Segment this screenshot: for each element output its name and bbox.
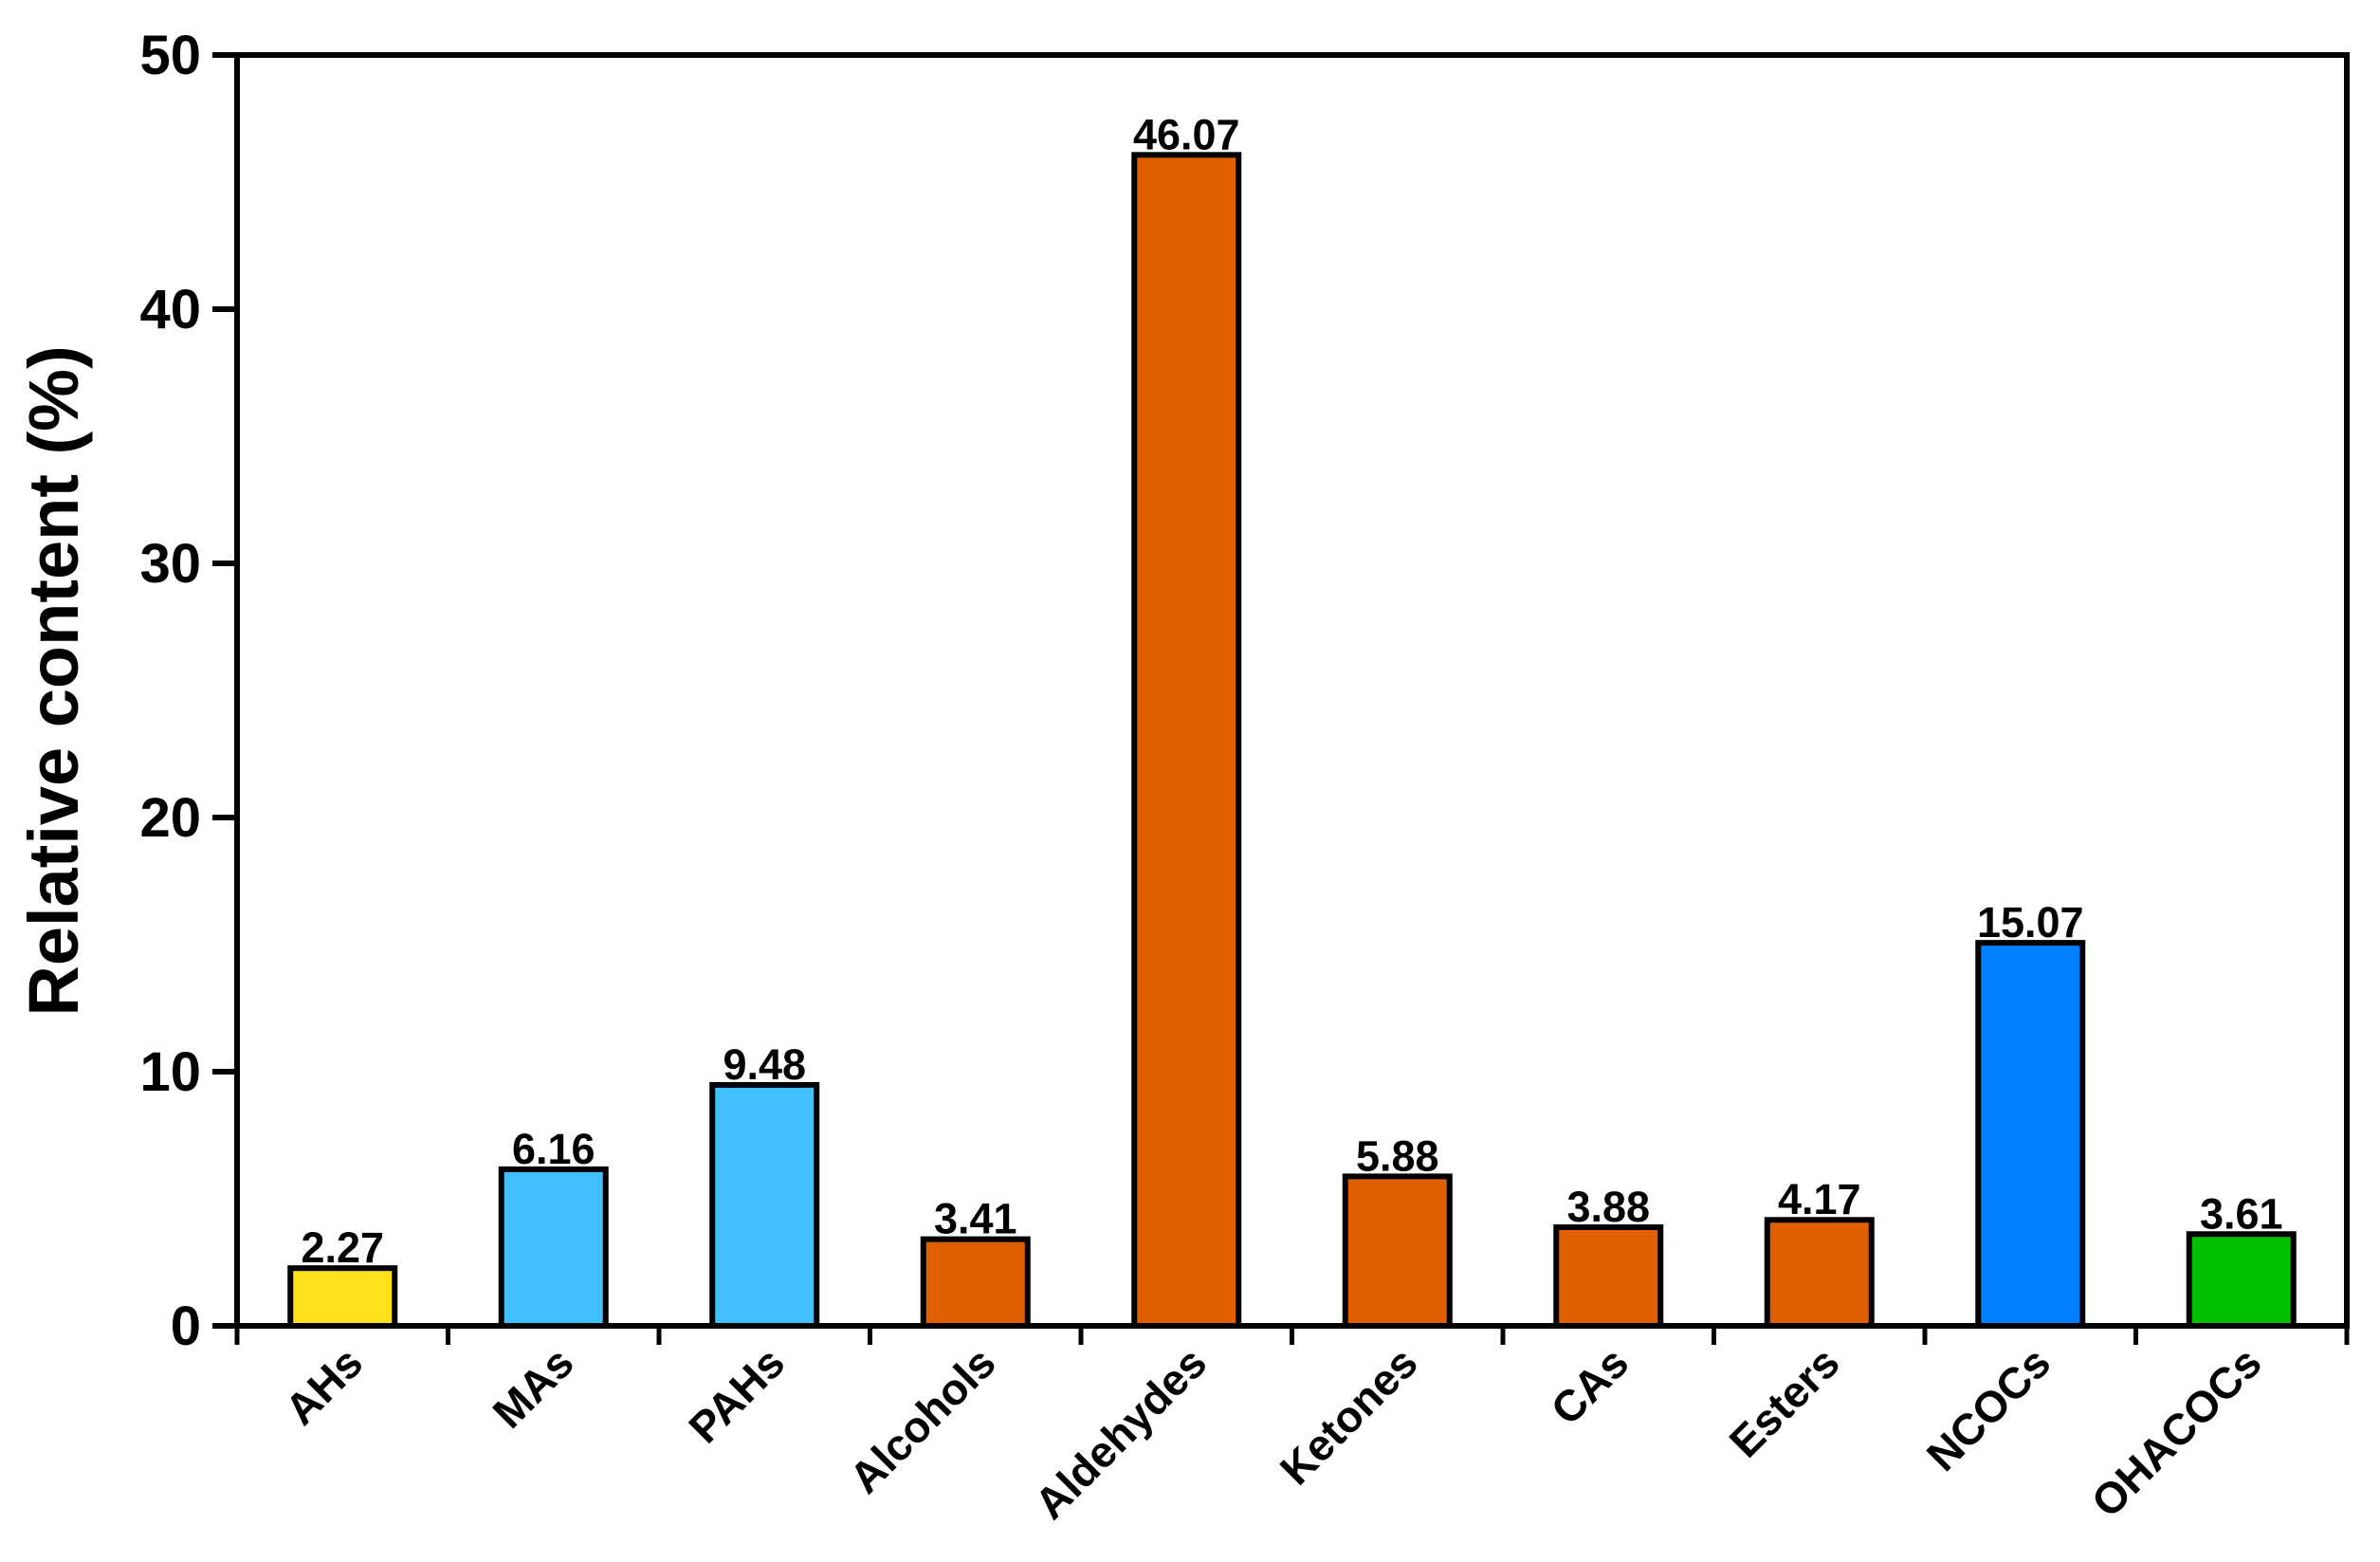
x-tick-label-ahs: AHs: [275, 1337, 372, 1434]
data-label-pahs: 9.48: [723, 1040, 806, 1089]
bar-cas: [1553, 1224, 1664, 1329]
y-tick-label: 50: [139, 25, 201, 86]
x-tick-label-mas: MAs: [483, 1337, 582, 1437]
data-label-esters: 4.17: [1778, 1175, 1861, 1223]
y-tick-label: 20: [139, 787, 201, 849]
data-label-ketones: 5.88: [1356, 1131, 1439, 1180]
y-tick-label: 0: [171, 1296, 201, 1357]
bar-alcohols: [920, 1236, 1031, 1330]
x-tick-label-esters: Esters: [1720, 1337, 1849, 1466]
x-tick-label-alcohols: Alcohols: [840, 1337, 1005, 1502]
y-tick-label: 10: [139, 1041, 201, 1103]
bar-ncocs: [1975, 940, 2086, 1330]
bar-ahs: [287, 1265, 398, 1329]
x-tick-label-pahs: PAHs: [679, 1337, 794, 1452]
y-axis-title: Relative content (%): [14, 345, 93, 1016]
data-label-cas: 3.88: [1566, 1183, 1650, 1231]
bar-ohacocs: [2186, 1231, 2297, 1329]
y-tick-label: 30: [139, 533, 201, 595]
data-label-ohacocs: 3.61: [2200, 1189, 2283, 1238]
data-label-ncocs: 15.07: [1977, 898, 2084, 946]
bar-esters: [1764, 1217, 1875, 1330]
bar-mas: [498, 1166, 609, 1329]
x-tick-label-ohacocs: OHACOCs: [2081, 1337, 2270, 1526]
data-label-aldehydes: 46.07: [1133, 110, 1240, 158]
bar-pahs: [709, 1081, 820, 1330]
data-label-ahs: 2.27: [301, 1223, 384, 1272]
x-tick-label-ketones: Ketones: [1271, 1337, 1427, 1494]
bar-aldehydes: [1131, 152, 1242, 1330]
x-tick-label-cas: CAs: [1541, 1337, 1638, 1434]
bar-ketones: [1342, 1173, 1453, 1330]
x-tick-label-ncocs: NCOCs: [1917, 1337, 2060, 1480]
data-label-mas: 6.16: [512, 1125, 595, 1173]
y-tick-label: 40: [139, 279, 201, 340]
data-label-alcohols: 3.41: [934, 1195, 1017, 1243]
x-tick-label-aldehydes: Aldehydes: [1025, 1337, 1216, 1528]
axes-layer: [212, 52, 2350, 1345]
